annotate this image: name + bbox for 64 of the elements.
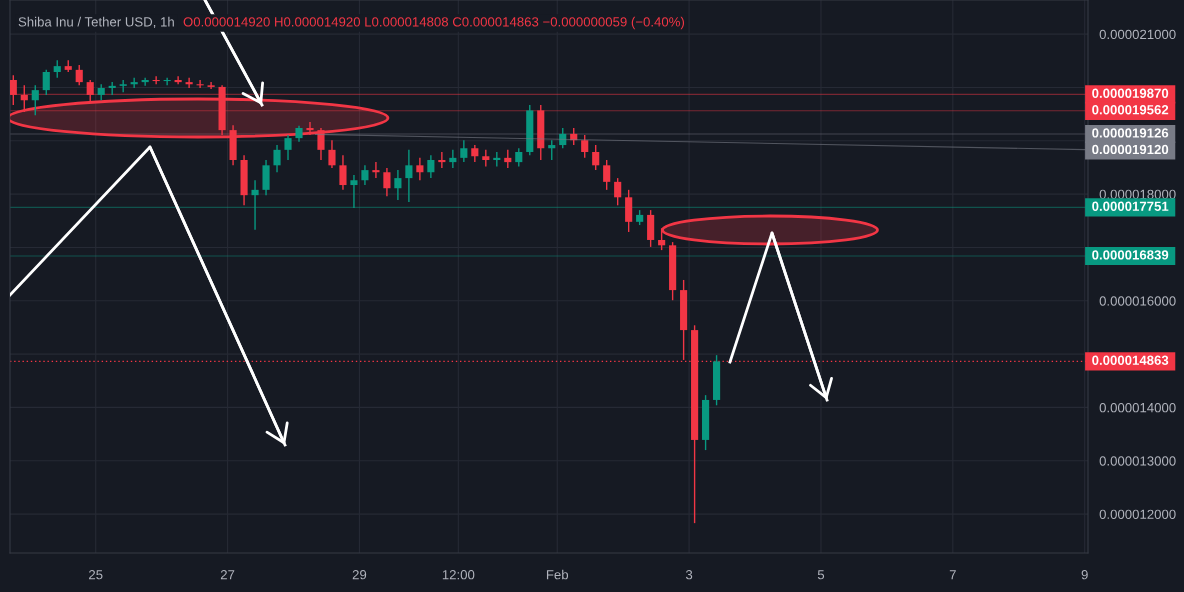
candlestick [185,77,193,89]
candlestick [361,164,369,186]
ref-line-label: 0.000019562 [1092,105,1169,115]
ref-line-label: 0.000016839 [1092,250,1169,260]
candlestick [548,139,556,161]
candlestick [339,154,347,191]
annotation: 0.000019120 [1092,144,1169,155]
candlestick [427,154,435,179]
candlestick [328,139,336,169]
candlestick [75,64,83,87]
candlestick [592,144,600,171]
x-tick-label: 7 [949,570,956,580]
candlestick [273,144,281,173]
candlestick [482,149,490,168]
candlestick [42,69,50,96]
ref-line-label: 0.000014863 [1092,355,1169,365]
x-tick-label: Feb [546,569,569,580]
candlestick [614,177,622,207]
ref-line-label: 0.000019126 [1092,128,1169,138]
candlestick [603,159,611,191]
x-tick-label: 27 [220,570,235,580]
candlestick [207,81,215,90]
y-tick-label: 0.000014000 [1099,402,1176,413]
candlestick [31,84,39,116]
candlestick [394,169,402,201]
candlestick [317,127,325,161]
candlestick [130,77,138,89]
candlestick [581,134,589,159]
x-tick-label: 29 [352,570,367,580]
y-tick-label: 0.000016000 [1099,296,1176,306]
candlestick [86,79,94,104]
y-tick-label: 0.000013000 [1099,456,1176,466]
candlestick [449,149,457,169]
candlestick [658,227,666,251]
candlestick [141,77,149,87]
y-tick-label: 0.000021000 [1099,29,1176,40]
candlestick [438,151,446,169]
candlestick [306,121,314,136]
candlestick [504,149,512,169]
candlestick [416,157,424,181]
x-tick-label: 5 [817,570,825,580]
candlestick [405,149,413,203]
candlestick [383,167,391,197]
candlestick [10,74,17,106]
ref-line-label: 0.000017751 [1092,201,1169,211]
candlestick [372,161,380,179]
x-tick-label: 25 [89,570,103,580]
ref-line-label: 0.000019870 [1092,88,1169,98]
candlestick [174,75,182,85]
candlestick [20,84,28,113]
text: O0.000014920 H0.000014920 L0.000014808 C0.000014863 −0.000000059 (−0.40%) [183,16,685,30]
y-tick-label: 0.000018000 [1099,189,1176,200]
candlestick [559,127,567,149]
text: Shiba Inu / Tether USD, 1h [18,16,174,29]
candlestick [284,134,292,161]
candlestick [350,174,358,209]
candlestick [119,79,127,93]
candlestick [251,179,259,231]
x-tick-label: 9 [1081,570,1088,580]
candlestick [460,139,468,163]
x-tick-label: 12:00 [442,570,475,580]
y-tick-label: 0.000012000 [1099,509,1176,519]
candlestick [515,147,523,168]
x-tick-label: 3 [685,570,693,580]
